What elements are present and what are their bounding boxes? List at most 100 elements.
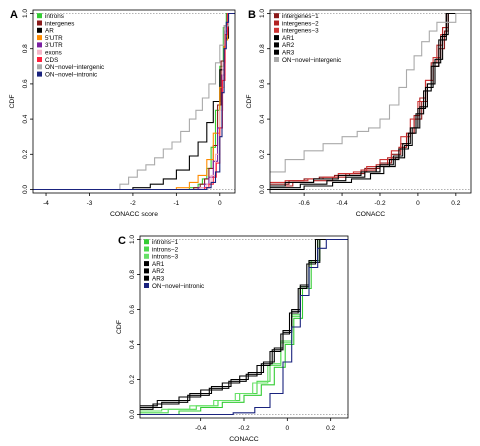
legend-swatch — [274, 49, 279, 55]
legend-label: introns−2 — [152, 246, 179, 253]
legend: introns−1introns−2introns−3AR1AR2AR3ON−n… — [144, 239, 204, 290]
legend: intronsintergenesAR5'UTR3'UTRexonsCDSON−… — [37, 13, 104, 78]
y-tick-label: 0.2 — [259, 149, 266, 158]
y-tick-label: 0.8 — [259, 44, 266, 53]
y-axis-title: CDF — [246, 95, 253, 109]
x-tick-label: -0.4 — [336, 200, 348, 207]
series-line-3 — [33, 12, 235, 191]
series-line-5 — [270, 12, 471, 189]
y-tick-label: 0.8 — [22, 44, 29, 53]
legend-label: introns−3 — [152, 254, 179, 261]
series-line-1 — [33, 12, 235, 191]
legend-label: introns — [45, 13, 64, 20]
legend-swatch — [37, 35, 42, 41]
series-line-4 — [270, 12, 471, 187]
legend-swatch — [274, 35, 279, 41]
legend-swatch — [37, 57, 42, 62]
x-tick-label: -3 — [87, 200, 93, 207]
series-line-2 — [33, 12, 235, 191]
legend-swatch — [144, 246, 149, 252]
legend-label: intergenes — [45, 20, 74, 27]
x-tick-label: -0.2 — [238, 425, 250, 432]
plot-frame — [139, 235, 349, 419]
series-line-7 — [33, 12, 235, 191]
y-tick-label: 1.0 — [22, 9, 29, 18]
x-tick-label: 0 — [416, 200, 420, 207]
y-tick-label: 0.4 — [22, 114, 29, 123]
x-tick-label: -2 — [130, 200, 136, 207]
x-tick-label: 0 — [286, 425, 290, 432]
y-tick-label: 0.6 — [259, 79, 266, 88]
legend-swatch — [274, 20, 279, 26]
series-line-1 — [140, 238, 348, 414]
x-tick-label: -1 — [173, 200, 179, 207]
y-tick-label: 0.2 — [129, 375, 136, 384]
legend-label: AR3 — [282, 50, 295, 57]
series-line-2 — [140, 238, 348, 412]
legend-swatch — [144, 261, 149, 267]
legend-label: CDS — [45, 57, 58, 64]
legend-label: ON−novel−intronic — [152, 283, 204, 290]
legend-swatch — [274, 27, 279, 33]
legend-swatch — [274, 57, 279, 62]
plot-frame — [269, 9, 472, 194]
x-axis-title: CONACC — [229, 436, 259, 443]
panel-label: C — [118, 235, 126, 247]
legend-label: intergenes−1 — [282, 13, 319, 20]
x-tick-label: -4 — [43, 200, 49, 207]
legend-swatch — [37, 20, 42, 26]
x-tick-label: -0.6 — [299, 200, 311, 207]
y-tick-label: 0.6 — [22, 79, 29, 88]
panel-a: A -4 -3 -2 -1 0 0.0 0.2 0.4 0.6 0.8 1.0 CONACC score… — [9, 9, 236, 218]
series-line-8 — [33, 12, 235, 191]
legend-label: AR3 — [152, 276, 165, 283]
legend-label: ON−novel−intergenic — [45, 64, 104, 71]
y-tick-label: 0.0 — [129, 410, 136, 419]
series-line-6 — [33, 12, 235, 191]
legend-swatch — [37, 27, 42, 33]
legend-label: AR2 — [282, 42, 295, 49]
y-tick-label: 1.0 — [129, 235, 136, 244]
legend-label: intergenes−2 — [282, 20, 319, 27]
y-tick-label: 0.2 — [22, 149, 29, 158]
legend-label: 5'UTR — [45, 35, 63, 42]
legend-label: exons — [45, 50, 62, 57]
legend-label: AR — [45, 28, 54, 35]
x-tick-label: 0.2 — [451, 200, 460, 207]
legend-swatch — [37, 42, 42, 48]
x-tick-label: 0.2 — [326, 425, 335, 432]
legend-swatch — [37, 13, 42, 19]
legend-swatch — [37, 71, 42, 77]
legend-label: 3'UTR — [45, 42, 63, 49]
legend-swatch — [144, 239, 149, 245]
legend-label: intergenes−3 — [282, 28, 319, 35]
legend-label: introns−1 — [152, 239, 179, 246]
y-tick-label: 0.0 — [259, 185, 266, 194]
panel-b: B -0.6 -0.4 -0.2 0 0.2 0.0 0.2 0.4 0.6 0.8 1.0 CONAC… — [246, 9, 472, 218]
legend-swatch — [274, 13, 279, 19]
x-axis-title: CONACC score — [110, 211, 158, 218]
legend-swatch — [144, 275, 149, 281]
series-line-3 — [140, 238, 348, 407]
series-line-4 — [140, 238, 348, 410]
x-tick-label: -0.2 — [374, 200, 386, 207]
legend-swatch — [274, 42, 279, 48]
series-line-5 — [140, 238, 348, 409]
series-line-0 — [33, 12, 235, 191]
x-tick-label: 0 — [218, 200, 222, 207]
legend: intergenes−1intergenes−2intergenes−3AR1A… — [274, 13, 341, 64]
legend-swatch — [37, 49, 42, 55]
y-axis-title: CDF — [9, 95, 16, 109]
legend-swatch — [37, 64, 42, 70]
y-tick-label: 0.8 — [129, 270, 136, 279]
series-line-5 — [33, 12, 235, 191]
y-tick-label: 0.6 — [129, 305, 136, 314]
panel-label: A — [10, 9, 18, 21]
panel-c: C -0.4 -0.2 0 0.2 0.0 0.2 0.4 0.6 0.8 1.0 CONACC CDF… — [116, 235, 349, 443]
legend-swatch — [144, 268, 149, 274]
legend-label: ON−novel−intergenic — [282, 57, 341, 64]
y-axis-title: CDF — [116, 320, 123, 334]
legend-label: AR2 — [152, 268, 165, 275]
x-axis-title: CONACC — [356, 211, 386, 218]
